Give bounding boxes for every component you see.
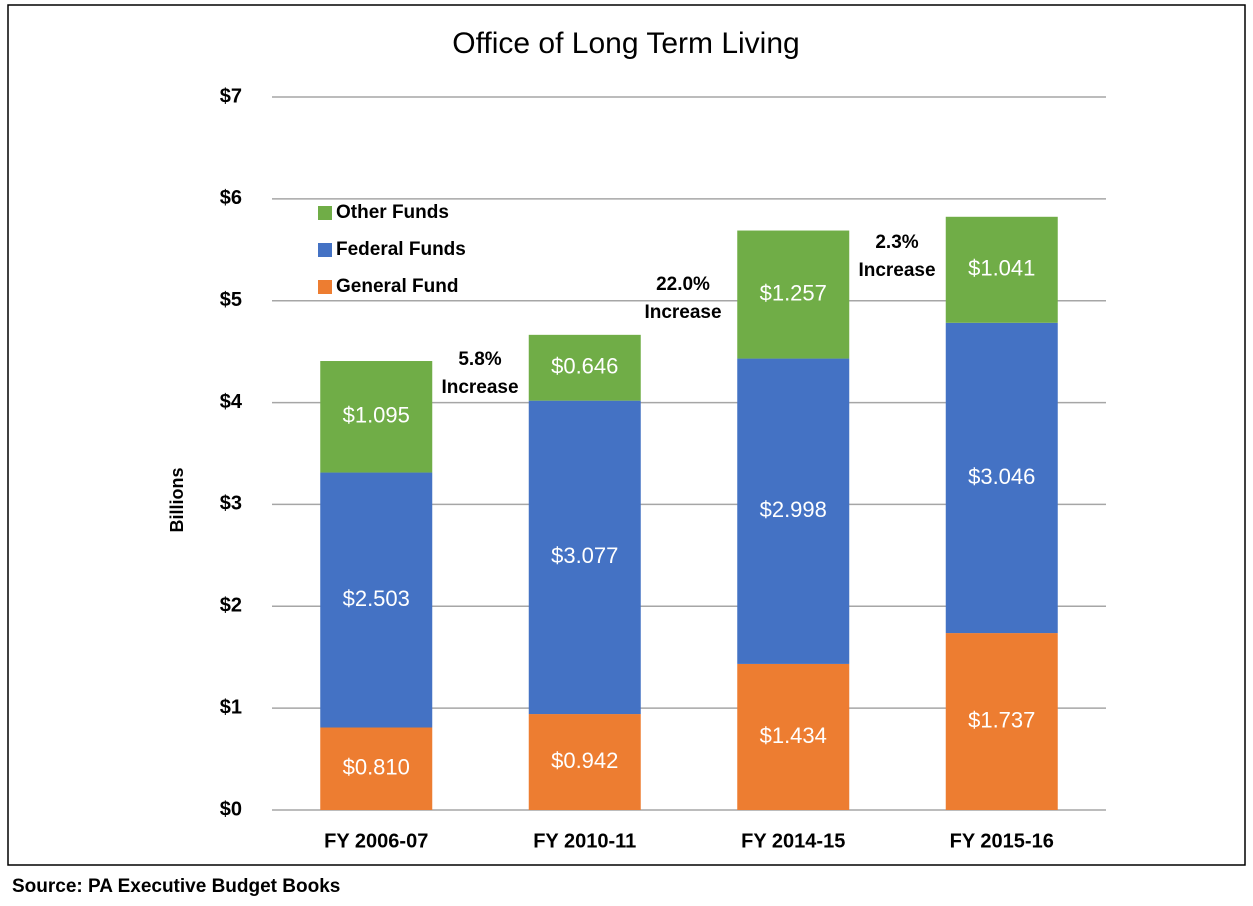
legend-swatch [318,206,332,220]
annotation: 5.8% [458,349,501,370]
bar-segment [320,727,433,810]
data-label: $0.942 [551,748,618,773]
data-label: $1.041 [968,256,1035,281]
x-tick-label: FY 2006-07 [324,830,428,852]
annotation: Increase [858,260,935,281]
y-tick-label: $5 [220,289,242,311]
chart-title: Office of Long Term Living [452,27,799,60]
chart-border [7,4,1246,866]
x-tick-label: FY 2010-11 [533,830,636,852]
y-tick-label: $3 [220,493,242,515]
bar-segment [945,216,1058,323]
data-label: $1.434 [760,723,827,748]
data-label: $1.095 [343,403,410,428]
legend-label: Other Funds [336,202,449,223]
legend-swatch [318,243,332,257]
data-label: $0.646 [551,354,618,379]
bar-segment [320,361,433,473]
annotation: 2.3% [875,232,918,253]
legend-label: Federal Funds [336,239,466,260]
source-note: Source: PA Executive Budget Books [12,876,340,897]
y-tick-label: $6 [220,187,242,209]
data-label: $3.046 [968,464,1035,489]
y-tick-label: $4 [220,391,243,413]
annotation: 22.0% [656,274,710,295]
legend-label: General Fund [336,276,458,297]
y-tick-label: $1 [220,696,242,718]
annotation: Increase [441,377,518,398]
bar-segment [945,322,1058,634]
x-tick-label: FY 2014-15 [741,830,845,852]
bar-segment [528,334,641,401]
bar-segment [737,230,850,359]
bar-segment [945,633,1058,810]
annotation: Increase [644,302,721,323]
data-label: $2.998 [760,497,827,522]
y-tick-label: $0 [220,798,242,820]
bar-segment [320,472,433,728]
bar-segment [737,358,850,664]
data-label: $3.077 [551,543,618,568]
data-label: $0.810 [343,755,410,780]
y-tick-label: $7 [220,85,242,107]
data-label: $1.737 [968,707,1035,732]
data-label: $2.503 [343,586,410,611]
data-label: $1.257 [760,280,827,305]
legend-swatch [318,280,332,294]
x-tick-label: FY 2015-16 [950,830,1054,852]
y-axis-label: Billions [167,467,187,532]
bar-segment [528,714,641,810]
bar-segment [528,400,641,715]
bar-segment [737,663,850,810]
y-tick-label: $2 [220,595,242,617]
